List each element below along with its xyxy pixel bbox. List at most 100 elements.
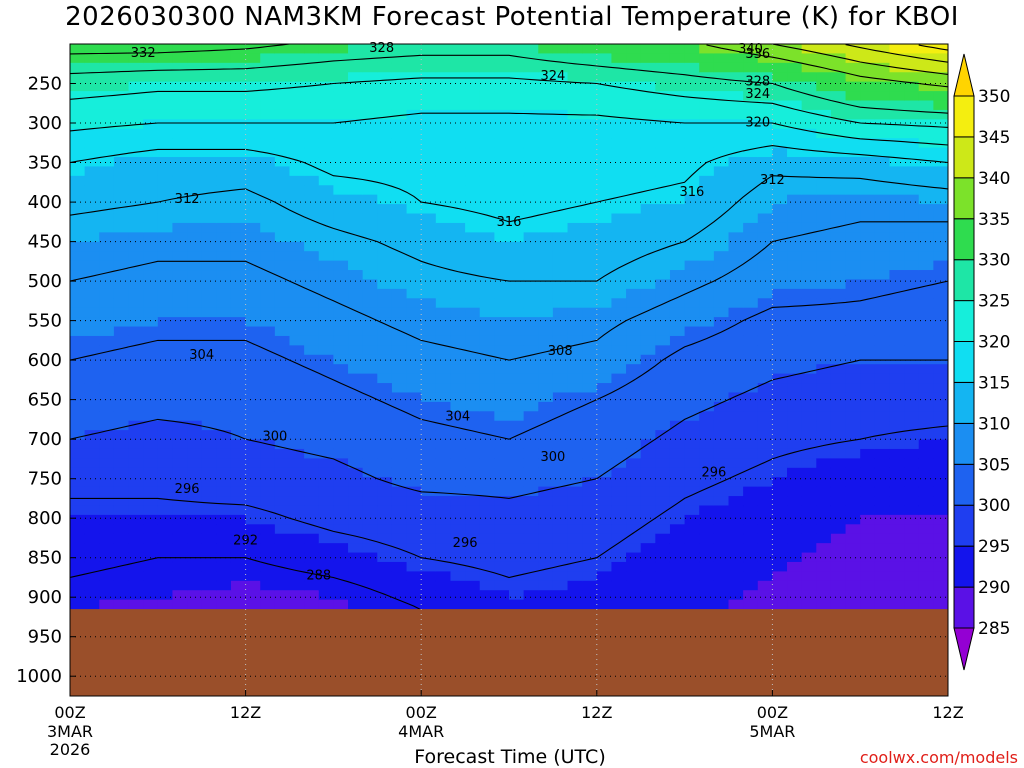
field-cell <box>187 599 203 610</box>
field-cell <box>523 109 539 120</box>
field-cell <box>421 109 437 120</box>
field-cell <box>362 401 378 412</box>
field-cell <box>143 81 159 92</box>
field-cell <box>494 439 510 450</box>
field-cell <box>465 335 481 346</box>
field-cell <box>538 109 554 120</box>
field-cell <box>933 430 948 441</box>
field-cell <box>626 411 642 422</box>
field-cell <box>494 194 510 205</box>
field-cell <box>509 467 525 478</box>
field-cell <box>684 81 700 92</box>
field-cell <box>523 411 539 422</box>
field-cell <box>787 260 803 271</box>
field-cell <box>538 326 554 337</box>
field-cell <box>216 128 232 139</box>
field-cell <box>406 175 422 186</box>
field-cell <box>113 298 130 309</box>
field-cell <box>669 420 686 431</box>
y-tick-label: 700 <box>28 429 62 450</box>
field-cell <box>787 458 803 469</box>
field-cell <box>260 590 276 601</box>
field-cell <box>509 298 525 309</box>
field-cell <box>260 364 276 375</box>
field-cell <box>333 204 349 215</box>
field-cell <box>391 109 408 120</box>
field-cell <box>70 430 86 441</box>
field-cell <box>655 392 671 403</box>
field-cell <box>348 477 364 488</box>
field-cell <box>582 213 598 224</box>
field-cell <box>655 53 671 64</box>
field-cell <box>465 354 481 365</box>
field-cell <box>333 514 349 525</box>
field-cell <box>245 128 261 139</box>
field-cell <box>157 279 174 290</box>
field-cell <box>216 420 232 431</box>
field-cell <box>289 505 305 516</box>
field-cell <box>874 448 891 459</box>
field-cell <box>552 505 569 516</box>
field-cell <box>406 514 422 525</box>
field-cell <box>772 505 788 516</box>
field-cell <box>260 335 276 346</box>
x-tick-label: 00Z <box>757 703 788 722</box>
field-cell <box>421 241 437 252</box>
field-cell <box>904 543 920 554</box>
field-cell <box>582 251 598 262</box>
field-cell <box>918 430 934 441</box>
field-cell <box>465 194 481 205</box>
field-cell <box>70 72 86 83</box>
field-cell <box>655 81 671 92</box>
field-cell <box>757 383 773 394</box>
field-cell <box>260 91 276 102</box>
field-cell <box>187 175 203 186</box>
field-cell <box>391 157 408 168</box>
field-cell <box>435 335 452 346</box>
field-cell <box>450 448 466 459</box>
field-cell <box>128 204 144 215</box>
field-cell <box>187 260 203 271</box>
field-cell <box>187 241 203 252</box>
contour-label: 328 <box>369 41 394 56</box>
field-cell <box>84 571 100 582</box>
field-cell <box>450 533 466 544</box>
field-cell <box>348 543 364 554</box>
field-cell <box>567 204 583 215</box>
field-cell <box>216 373 232 384</box>
field-cell <box>582 552 598 563</box>
field-cell <box>684 373 700 384</box>
field-cell <box>787 288 803 299</box>
field-cell <box>494 260 510 271</box>
field-cell <box>757 166 773 177</box>
field-cell <box>757 458 773 469</box>
field-cell <box>611 128 627 139</box>
field-cell <box>84 448 100 459</box>
field-cell <box>187 561 203 572</box>
field-cell <box>728 477 744 488</box>
field-cell <box>465 260 481 271</box>
field-cell <box>830 383 847 394</box>
field-cell <box>787 53 803 64</box>
field-cell <box>523 354 539 365</box>
field-cell <box>84 383 100 394</box>
field-cell <box>567 326 583 337</box>
colorbar-segment <box>953 504 975 547</box>
field-cell <box>743 222 759 233</box>
field-cell <box>889 166 905 177</box>
field-cell <box>538 505 554 516</box>
field-cell <box>933 62 948 73</box>
field-cell <box>99 251 115 262</box>
field-cell <box>494 345 510 356</box>
field-cell <box>743 364 759 375</box>
field-cell <box>391 44 408 55</box>
field-cell <box>494 552 510 563</box>
field-cell <box>640 62 656 73</box>
field-cell <box>713 401 730 412</box>
field-cell <box>435 166 452 177</box>
field-cell <box>84 72 100 83</box>
field-cell <box>845 590 861 601</box>
field-cell <box>918 458 934 469</box>
field-cell <box>143 213 159 224</box>
colorbar-label: 295 <box>978 537 1010 557</box>
